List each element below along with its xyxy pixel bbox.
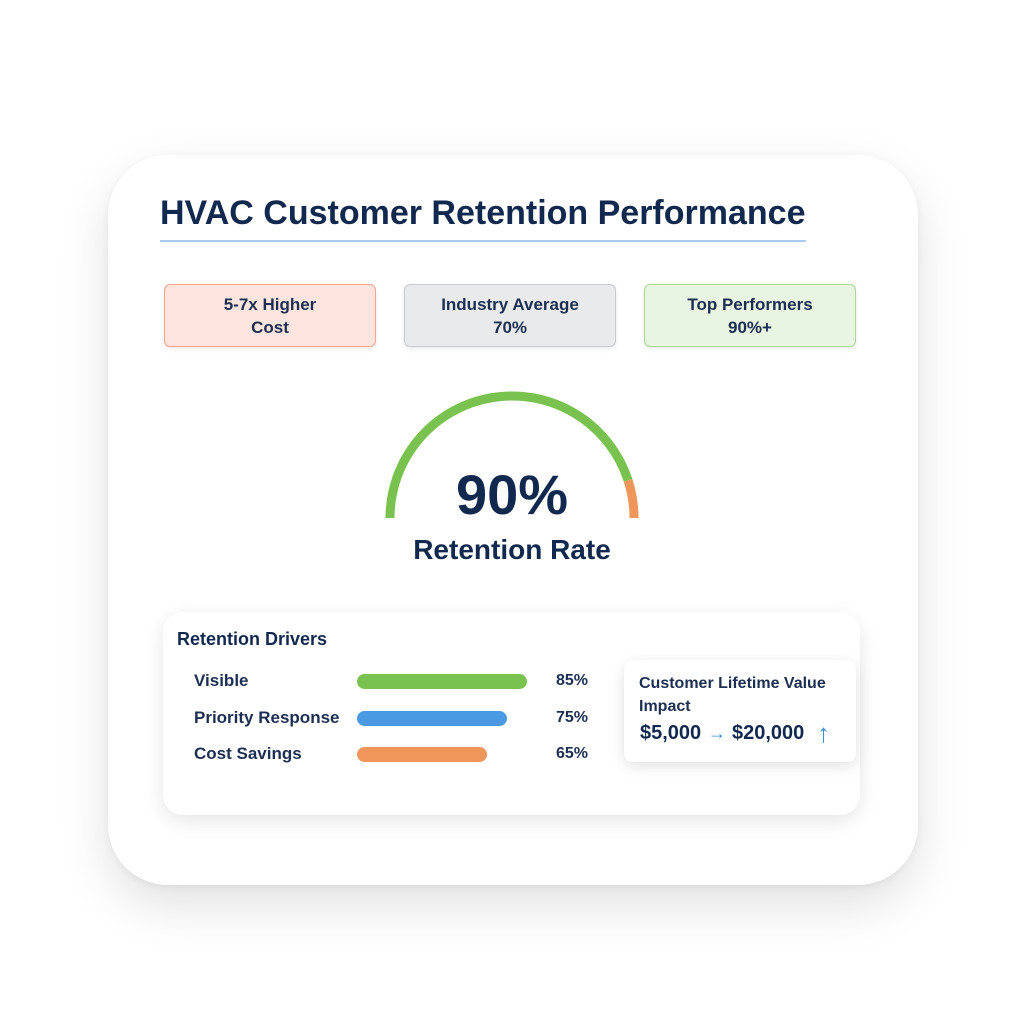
stat-line: 5-7x Higher bbox=[223, 294, 317, 314]
driver-value: 75% bbox=[555, 708, 588, 726]
gauge-arc bbox=[385, 391, 633, 519]
gauge-value: 90% bbox=[455, 463, 569, 526]
driver-bar bbox=[357, 747, 487, 762]
clv-card bbox=[624, 660, 856, 762]
driver-bar bbox=[357, 674, 527, 689]
driver-label: Visible bbox=[194, 671, 249, 690]
clv-title: Customer Lifetime Value Impact bbox=[639, 675, 826, 715]
stat-line: 90%+ bbox=[728, 317, 772, 337]
drivers-title: Retention Drivers bbox=[177, 629, 328, 649]
clv-arrow: → bbox=[708, 723, 726, 743]
stat-line: Cost bbox=[251, 317, 289, 337]
driver-bar bbox=[357, 710, 507, 726]
up-arrow: ↑ bbox=[817, 718, 830, 748]
gauge-arc bbox=[623, 478, 639, 519]
driver-value: 85% bbox=[555, 672, 588, 689]
gauge-caption: Retention Rate bbox=[413, 534, 611, 565]
stat-line: 70% bbox=[492, 317, 528, 337]
stat-line: Industry Average bbox=[441, 294, 579, 314]
stat-card: Top Performers 90%+ bbox=[644, 284, 856, 347]
clv-to: $20,000 bbox=[732, 722, 805, 744]
driver-value: 65% bbox=[555, 745, 588, 762]
stat-line: Top Performers bbox=[687, 294, 813, 314]
stat-card: 5-7x Higher Cost bbox=[164, 284, 376, 347]
clv-from: $5,000 bbox=[640, 722, 702, 744]
driver-label: Priority Response bbox=[194, 707, 340, 727]
stat-card: Industry Average 70% bbox=[404, 284, 616, 347]
title: HVAC Customer Retention Performance bbox=[160, 194, 806, 232]
driver-label: Cost Savings bbox=[194, 744, 302, 763]
title-underline bbox=[160, 240, 806, 242]
